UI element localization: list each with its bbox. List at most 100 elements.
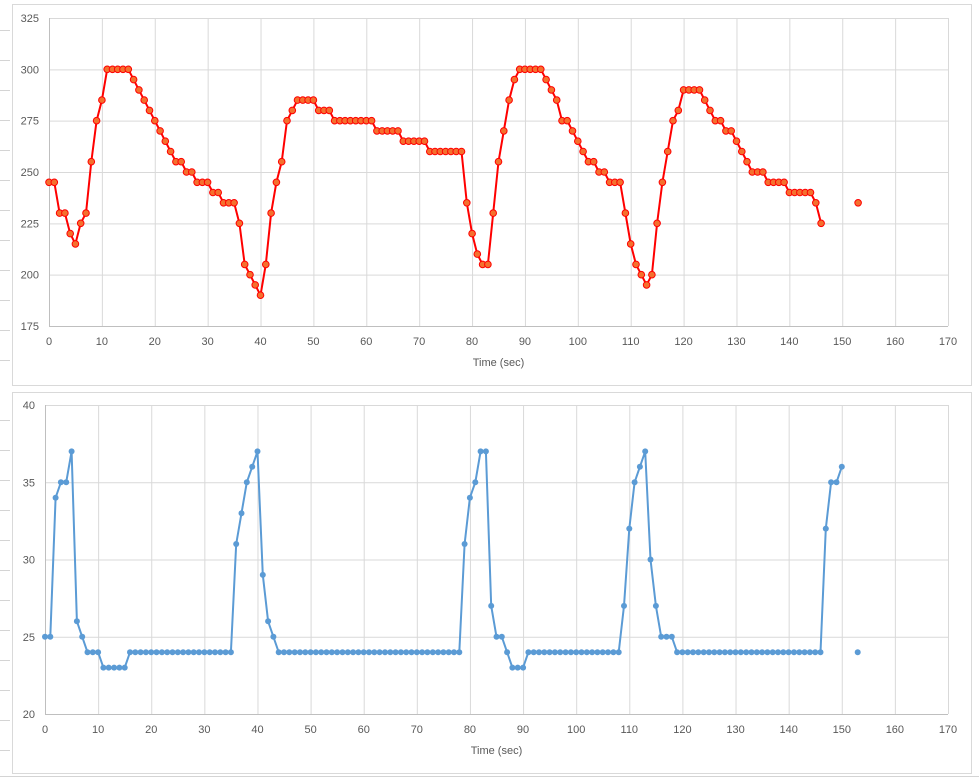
data-point-marker[interactable] [366,649,372,656]
data-point-marker[interactable] [801,649,808,656]
data-point-marker[interactable] [132,649,139,656]
data-point-marker[interactable] [568,127,577,135]
data-point-marker[interactable] [574,137,582,145]
data-point-marker[interactable] [318,649,325,656]
data-point-marker[interactable] [764,649,771,656]
data-point-marker[interactable] [468,229,476,238]
data-point-marker[interactable] [42,633,48,640]
data-point-marker[interactable] [791,649,797,656]
data-point-marker[interactable] [504,649,511,656]
data-point-marker[interactable] [759,649,766,656]
data-point-marker[interactable] [510,75,519,84]
data-point-marker[interactable] [690,649,696,656]
data-point-marker[interactable] [392,649,399,656]
data-point-marker[interactable] [652,602,659,609]
data-point-marker[interactable] [621,602,627,609]
data-point-marker[interactable] [344,649,351,656]
data-point-marker[interactable] [403,649,410,656]
data-point-marker[interactable] [753,649,760,656]
data-point-marker[interactable] [796,649,803,656]
data-point-marker[interactable] [251,281,259,289]
data-point-marker[interactable] [206,649,213,656]
data-point-marker[interactable] [188,168,196,176]
data-point-marker[interactable] [817,219,825,228]
data-point-marker[interactable] [246,270,254,279]
data-point-marker[interactable] [589,649,596,656]
data-point-marker[interactable] [52,494,59,501]
data-point-marker[interactable] [648,270,656,279]
data-series[interactable] [42,448,861,671]
data-point-marker[interactable] [297,649,303,656]
data-point-marker[interactable] [806,188,815,197]
data-point-marker[interactable] [477,448,484,455]
data-point-marker[interactable] [727,127,736,135]
data-point-marker[interactable] [854,649,861,656]
data-point-marker[interactable] [769,649,776,656]
data-point-marker[interactable] [737,649,744,656]
data-point-marker[interactable] [833,479,840,486]
data-point-marker[interactable] [647,556,654,563]
data-point-marker[interactable] [355,649,362,656]
data-point-marker[interactable] [482,448,489,455]
data-point-marker[interactable] [472,479,479,486]
data-point-marker[interactable] [309,96,318,104]
data-point-marker[interactable] [653,219,661,228]
data-point-marker[interactable] [721,649,728,656]
data-point-marker[interactable] [514,664,521,671]
data-point-marker[interactable] [674,106,683,115]
data-point-marker[interactable] [50,178,59,187]
data-point-marker[interactable] [61,209,69,217]
data-point-marker[interactable] [711,649,718,656]
data-point-marker[interactable] [408,649,415,656]
data-point-marker[interactable] [89,649,96,656]
data-point-marker[interactable] [445,649,452,656]
data-point-marker[interactable] [806,649,813,656]
data-point-marker[interactable] [151,116,159,125]
data-point-marker[interactable] [376,649,383,656]
data-point-marker[interactable] [493,633,500,640]
data-point-marker[interactable] [272,178,281,187]
data-point-marker[interactable] [240,260,249,269]
data-point-marker[interactable] [286,649,293,656]
data-point-marker[interactable] [275,649,282,656]
data-point-marker[interactable] [66,229,75,238]
data-point-marker[interactable] [642,281,651,289]
data-point-marker[interactable] [185,649,192,656]
data-point-marker[interactable] [227,649,234,656]
data-point-marker[interactable] [156,127,164,135]
data-point-marker[interactable] [217,649,224,656]
data-point-marker[interactable] [249,463,256,470]
data-point-marker[interactable] [457,147,466,156]
data-point-marker[interactable] [494,157,503,166]
data-point-marker[interactable] [594,649,601,656]
data-point-marker[interactable] [505,96,513,104]
data-point-marker[interactable] [87,157,96,166]
data-point-marker[interactable] [371,649,378,656]
data-point-marker[interactable] [169,649,176,656]
data-point-marker[interactable] [854,199,862,207]
data-point-marker[interactable] [536,649,542,656]
data-point-marker[interactable] [124,65,133,74]
data-point-marker[interactable] [267,209,275,217]
data-point-marker[interactable] [137,649,144,656]
data-point-marker[interactable] [429,649,436,656]
data-point-marker[interactable] [270,633,277,640]
data-point-marker[interactable] [838,463,845,470]
data-point-marker[interactable] [47,633,54,640]
data-point-marker[interactable] [498,633,505,640]
data-point-marker[interactable] [302,649,309,656]
data-point-marker[interactable] [92,116,101,125]
data-point-marker[interactable] [637,270,646,279]
data-point-marker[interactable] [127,649,133,656]
data-point-marker[interactable] [235,219,244,228]
data-point-marker[interactable] [775,649,781,656]
data-point-marker[interactable] [214,188,222,197]
data-point-marker[interactable] [488,602,495,609]
data-point-marker[interactable] [84,649,91,656]
data-point-marker[interactable] [190,649,197,656]
data-point-marker[interactable] [743,157,751,166]
data-point-marker[interactable] [626,525,633,532]
data-point-marker[interactable] [350,649,357,656]
data-series[interactable] [45,65,862,300]
data-point-marker[interactable] [631,479,638,486]
